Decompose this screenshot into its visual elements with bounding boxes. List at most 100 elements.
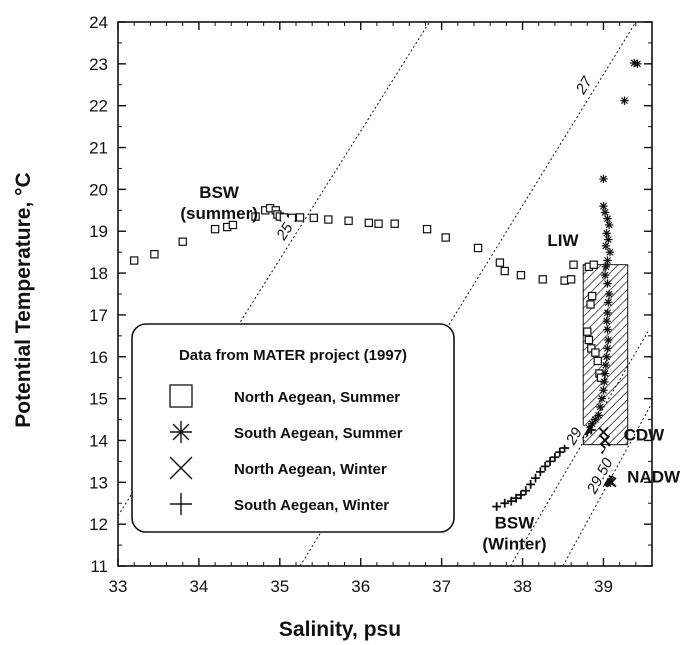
water-mass-label: BSW (summer) xyxy=(180,183,257,223)
y-tick-label: 17 xyxy=(89,306,108,325)
legend-marker xyxy=(170,421,192,443)
data-point xyxy=(550,452,560,462)
legend-label: North Aegean, Winter xyxy=(234,461,387,478)
data-point xyxy=(374,219,383,228)
data-point xyxy=(531,473,540,483)
data-point xyxy=(324,215,333,224)
y-tick-label: 19 xyxy=(89,222,108,241)
data-point xyxy=(535,467,545,477)
data-point xyxy=(604,289,614,299)
y-tick-label: 11 xyxy=(90,557,108,576)
data-point xyxy=(560,443,570,453)
data-point xyxy=(540,462,550,471)
y-tick-label: 24 xyxy=(89,13,108,32)
data-point xyxy=(586,300,595,309)
y-tick-label: 15 xyxy=(89,390,108,409)
data-point xyxy=(599,201,608,211)
data-point xyxy=(606,477,617,488)
water-mass-label: LIW xyxy=(547,231,579,250)
y-axis-ticks: 11 12 13 14 15 16 17 18 19 20 21 22 23 24 xyxy=(89,13,652,576)
data-point xyxy=(555,447,565,457)
data-point xyxy=(604,220,614,230)
legend-label: South Aegean, Summer xyxy=(234,425,403,442)
data-point xyxy=(309,213,319,223)
y-tick-label: 23 xyxy=(89,55,108,74)
water-mass-label: NADW xyxy=(627,467,681,486)
data-point xyxy=(597,394,607,403)
data-point xyxy=(605,247,615,257)
data-point xyxy=(492,502,502,511)
data-point xyxy=(129,256,139,265)
isopycnal-line xyxy=(118,22,430,517)
legend-label: North Aegean, Summer xyxy=(234,389,400,406)
legend-entry: South Aegean, Winter xyxy=(170,493,389,515)
isopycnal-label-bg xyxy=(581,445,622,500)
data-point xyxy=(603,214,612,223)
data-point xyxy=(251,212,260,221)
legend-entry: North Aegean, Summer xyxy=(169,384,400,408)
isopycnal-line xyxy=(562,402,652,566)
data-point xyxy=(602,317,611,326)
data-point xyxy=(364,218,374,228)
x-tick-label: 37 xyxy=(432,577,451,596)
data-point xyxy=(390,219,399,228)
data-point xyxy=(587,291,597,301)
data-point xyxy=(566,275,576,284)
data-point xyxy=(150,250,159,259)
data-point xyxy=(516,490,526,500)
data-point xyxy=(603,279,612,288)
data-point xyxy=(569,260,578,269)
water-mass-label: CDW xyxy=(624,425,666,444)
data-point xyxy=(545,456,555,466)
data-point xyxy=(586,425,596,435)
data-point xyxy=(598,427,609,438)
data-point xyxy=(633,59,642,69)
legend-label: South Aegean, Winter xyxy=(234,497,389,514)
x-tick-label: 39 xyxy=(594,577,613,596)
legend-title: Data from MATER project (1997) xyxy=(179,347,407,364)
y-tick-label: 20 xyxy=(89,180,108,199)
y-tick-label: 22 xyxy=(89,97,108,116)
data-point xyxy=(583,327,592,336)
data-point xyxy=(589,260,598,269)
data-point xyxy=(178,237,187,246)
hatched-region-group xyxy=(582,264,629,446)
isopycnal-label: 29 xyxy=(562,424,586,448)
data-point xyxy=(295,213,305,222)
legend-box xyxy=(131,323,455,533)
data-point xyxy=(600,377,609,387)
data-point xyxy=(422,224,432,234)
data-point xyxy=(600,270,610,280)
data-point xyxy=(228,220,238,230)
data-point xyxy=(584,335,594,345)
data-point xyxy=(521,486,531,496)
legend: Data from MATER project (1997) North Aeg… xyxy=(131,323,455,533)
data-point xyxy=(604,235,613,244)
x-tick-label: 36 xyxy=(351,577,370,596)
data-point xyxy=(593,356,602,366)
y-tick-label: 13 xyxy=(89,473,108,492)
x-tick-label: 38 xyxy=(513,577,532,596)
water-mass-label: BSW (Winter) xyxy=(482,513,546,553)
data-point xyxy=(602,229,611,238)
hatched-region xyxy=(582,264,629,446)
data-point xyxy=(210,224,220,234)
data-point xyxy=(602,352,611,361)
data-point xyxy=(601,241,611,251)
data-point xyxy=(603,325,612,334)
x-tick-label: 35 xyxy=(270,577,289,596)
legend-entry: North Aegean, Winter xyxy=(169,456,387,480)
y-tick-label: 18 xyxy=(89,264,108,283)
data-point xyxy=(601,262,611,271)
y-axis-title: Potential Temperature, °C xyxy=(12,172,35,427)
data-point xyxy=(506,496,516,506)
data-point xyxy=(591,348,600,357)
data-point xyxy=(603,344,612,353)
data-point xyxy=(604,335,613,345)
legend-marker xyxy=(170,493,192,515)
data-point xyxy=(441,233,450,242)
legend-marker xyxy=(169,384,193,408)
isopycnal-label-bg xyxy=(560,420,588,451)
y-tick-label: 16 xyxy=(89,348,108,367)
